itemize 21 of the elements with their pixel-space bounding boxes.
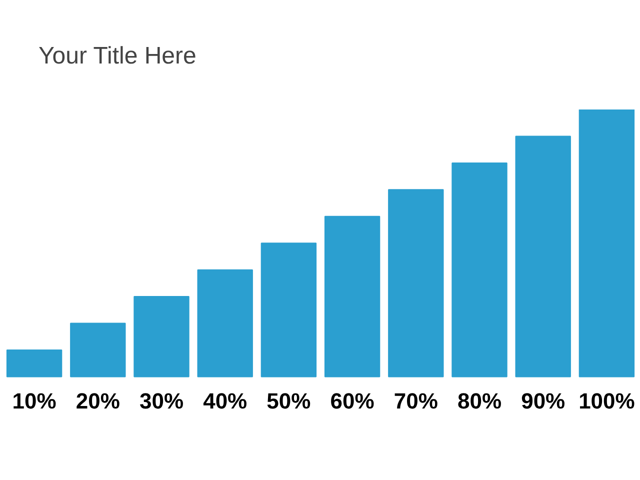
data-label: 20% bbox=[76, 388, 120, 414]
bar bbox=[388, 189, 444, 378]
bar bbox=[324, 216, 380, 378]
data-label: 80% bbox=[457, 388, 502, 414]
chart-title: Your Title Here bbox=[38, 42, 196, 70]
data-label: 30% bbox=[139, 388, 184, 414]
data-label: 70% bbox=[394, 388, 438, 414]
bar bbox=[197, 269, 253, 378]
bar bbox=[452, 162, 508, 378]
data-label: 90% bbox=[521, 388, 566, 414]
bar bbox=[260, 242, 317, 378]
data-label: 100% bbox=[578, 388, 635, 414]
data-label: 10% bbox=[12, 388, 56, 414]
bar bbox=[70, 322, 126, 378]
bar bbox=[6, 349, 62, 378]
bar bbox=[515, 136, 571, 378]
bar bbox=[134, 296, 190, 378]
data-label: 40% bbox=[203, 388, 248, 414]
data-label: 60% bbox=[330, 388, 374, 414]
data-label: 50% bbox=[266, 388, 311, 414]
bar bbox=[578, 110, 635, 378]
